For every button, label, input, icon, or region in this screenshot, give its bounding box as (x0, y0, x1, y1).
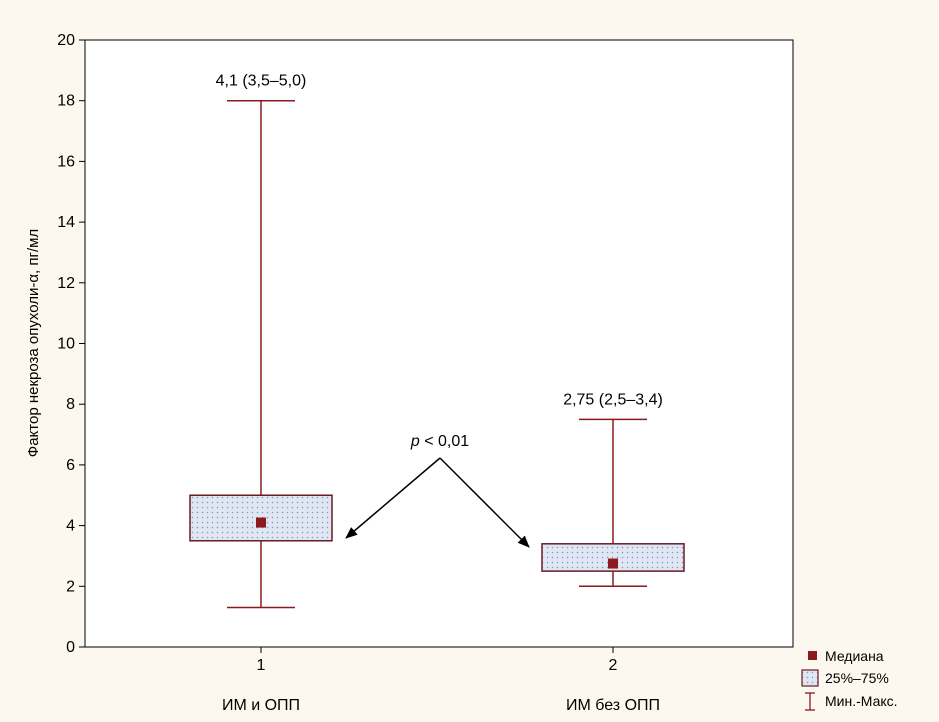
box-group: 4,1 (3,5–5,0) (189, 73, 333, 609)
y-axis: 0 2 4 6 8 10 12 14 16 18 20 (57, 32, 85, 656)
x-category-label: ИМ без ОПП (566, 697, 660, 714)
legend-item: 25%–75% (801, 669, 889, 687)
plot-area (84, 39, 794, 648)
y-tick-label: 14 (57, 214, 75, 231)
y-tick-label: 8 (66, 396, 75, 413)
p-arrow-left (345, 457, 441, 539)
legend-median-symbol (808, 651, 817, 660)
legend-label: Медиана (825, 648, 884, 664)
y-axis-label: Фактор некроза опухоли-α, пг/мл (25, 229, 42, 457)
x-axis: 1 ИМ и ОПП 2 ИМ без ОПП (222, 647, 660, 714)
x-category-label: ИМ и ОПП (222, 697, 300, 714)
box-annotation: 4,1 (3,5–5,0) (216, 73, 307, 90)
x-tick-label: 1 (257, 657, 266, 674)
x-tick-label: 2 (609, 657, 618, 674)
box-annotation: 2,75 (2,5–3,4) (563, 391, 663, 408)
median-marker (608, 558, 618, 569)
legend-label: Мин.-Макс. (825, 693, 898, 709)
box-group: 2,75 (2,5–3,4) (541, 391, 685, 588)
y-tick-label: 10 (57, 336, 75, 353)
y-tick-label: 12 (57, 275, 75, 292)
p-value-label: p < 0,01 (410, 433, 469, 450)
legend-box-symbol (801, 669, 819, 687)
p-value-annotation: p < 0,01 (345, 433, 530, 548)
p-value-text: < 0,01 (420, 433, 469, 450)
median-marker (256, 517, 266, 528)
legend-label: 25%–75% (825, 670, 889, 686)
y-tick-label: 6 (66, 457, 75, 474)
legend-item: Медиана (808, 648, 884, 664)
p-arrow-right (439, 457, 530, 548)
boxes: 4,1 (3,5–5,0) 2,75 (2,5–3,4) (189, 73, 685, 609)
legend: Медиана 25%–75% Мин.-Макс. (801, 648, 898, 711)
legend-item: Мин.-Макс. (805, 692, 898, 711)
y-tick-label: 18 (57, 93, 75, 110)
y-tick-label: 0 (66, 639, 75, 656)
y-tick-label: 20 (57, 32, 75, 49)
y-tick-label: 4 (66, 518, 75, 535)
y-tick-label: 16 (57, 153, 75, 170)
p-symbol: p (410, 433, 420, 450)
y-tick-label: 2 (66, 578, 75, 595)
legend-whisker-symbol (805, 692, 815, 711)
